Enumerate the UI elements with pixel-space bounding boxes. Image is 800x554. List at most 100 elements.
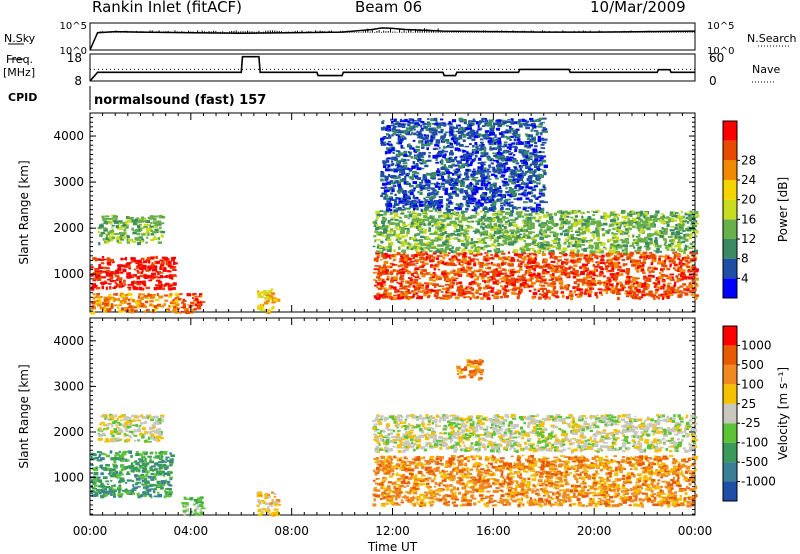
heatmap-cell — [443, 296, 449, 300]
heatmap-cell — [532, 151, 538, 154]
heatmap-cell — [519, 285, 523, 289]
heatmap-cell — [158, 223, 162, 227]
heatmap-cell — [102, 238, 105, 241]
heatmap-cell — [562, 220, 567, 224]
heatmap-cell — [631, 234, 635, 237]
heatmap-cell — [106, 257, 110, 261]
heatmap-cell — [666, 277, 671, 280]
heatmap-cell — [641, 238, 646, 242]
heatmap-cell — [639, 231, 642, 234]
heatmap-cell — [420, 285, 425, 289]
heatmap-cell — [689, 270, 694, 273]
heatmap-cell — [495, 248, 499, 252]
heatmap-cell — [465, 295, 471, 298]
heatmap-cell — [102, 266, 108, 270]
heatmap-cell — [596, 230, 600, 234]
heatmap-cell — [474, 189, 479, 194]
heatmap-cell — [682, 291, 685, 294]
heatmap-cell — [600, 259, 605, 262]
heatmap-cell — [103, 309, 108, 313]
heatmap-cell — [523, 259, 527, 261]
heatmap-cell — [489, 127, 495, 131]
heatmap-cell — [675, 291, 681, 294]
heatmap-cell — [519, 283, 525, 287]
heatmap-cell — [673, 255, 677, 259]
heatmap-cell — [627, 280, 631, 284]
heatmap-cell — [157, 286, 162, 290]
heatmap-cell — [508, 175, 514, 178]
heatmap-cell — [530, 281, 533, 286]
heatmap-cell — [411, 132, 414, 135]
heatmap-cell — [461, 256, 464, 260]
heatmap-cell — [561, 268, 565, 271]
heatmap-cell — [626, 292, 630, 295]
heatmap-cell — [538, 293, 542, 295]
heatmap-cell — [127, 265, 131, 269]
heatmap-cell — [402, 228, 405, 232]
heatmap-cell — [647, 277, 652, 280]
heatmap-cell — [634, 239, 638, 243]
heatmap-cell — [674, 251, 678, 254]
heatmap-cell — [649, 217, 653, 221]
heatmap-cell — [418, 277, 421, 280]
heatmap-cell — [455, 257, 458, 261]
cpid-label: CPID — [8, 91, 38, 104]
heatmap-cell — [463, 233, 466, 236]
heatmap-cell — [580, 228, 584, 231]
heatmap-cell — [444, 216, 447, 219]
heatmap-cell — [589, 231, 592, 234]
heatmap-cell — [119, 236, 123, 239]
heatmap-cell — [127, 284, 133, 286]
heatmap-cell — [474, 283, 479, 286]
heatmap-cell — [511, 142, 516, 145]
heatmap-cell — [375, 219, 378, 222]
heatmap-cell — [510, 242, 514, 246]
heatmap-cell — [410, 247, 414, 251]
heatmap-cell — [516, 253, 521, 256]
heatmap-cell — [427, 222, 432, 226]
heatmap-cell — [600, 249, 604, 253]
heatmap-cell — [375, 252, 380, 255]
heatmap-cell — [478, 241, 484, 244]
heatmap-cell — [674, 253, 676, 256]
heatmap-cell — [125, 307, 129, 310]
heatmap-cell — [644, 218, 649, 221]
heatmap-cell — [680, 271, 685, 275]
heatmap-cell — [523, 232, 526, 235]
heatmap-cell — [96, 258, 101, 261]
heatmap-cell — [431, 224, 434, 227]
heatmap-cell — [136, 305, 139, 309]
heatmap-cell — [420, 219, 425, 222]
heatmap-cell — [403, 154, 408, 157]
heatmap-cell — [489, 239, 492, 241]
heatmap-cell — [377, 278, 382, 282]
heatmap-cell — [403, 270, 406, 275]
heatmap-cell — [158, 271, 162, 275]
heatmap-cell — [592, 253, 596, 257]
heatmap-cell — [451, 237, 457, 240]
heatmap-cell — [501, 252, 506, 255]
heatmap-cell — [661, 260, 665, 264]
heatmap-cell — [447, 244, 452, 247]
heatmap-cell — [438, 185, 443, 188]
heatmap-cell — [154, 228, 159, 231]
heatmap-cell — [513, 236, 518, 240]
heatmap-cell — [689, 242, 694, 246]
heatmap-cell — [550, 252, 555, 256]
heatmap-cell — [470, 220, 475, 223]
heatmap-cell — [386, 278, 389, 280]
heatmap-cell — [448, 134, 452, 137]
heatmap-cell — [433, 218, 438, 222]
heatmap-cell — [520, 226, 525, 229]
heatmap-cell — [137, 225, 141, 229]
heatmap-cell — [99, 233, 102, 238]
heatmap-cell — [105, 240, 109, 244]
heatmap-cell — [130, 297, 133, 301]
heatmap-cell — [576, 244, 581, 248]
heatmap-cell — [155, 237, 158, 241]
heatmap-cell — [666, 287, 669, 291]
heatmap-cell — [516, 280, 520, 283]
heatmap-cell — [374, 265, 379, 267]
heatmap-cell — [468, 256, 471, 260]
heatmap-cell — [490, 243, 495, 246]
